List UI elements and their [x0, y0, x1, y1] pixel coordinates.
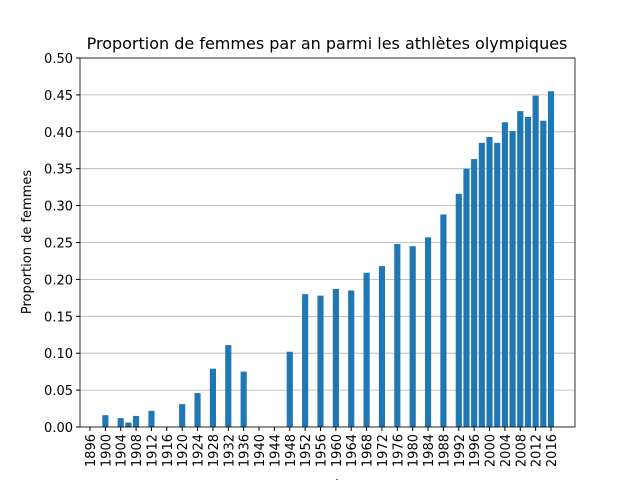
y-tick-label: 0.00	[44, 421, 73, 436]
x-tick-label: 2008	[514, 434, 529, 467]
bar	[494, 142, 501, 427]
x-tick-label: 1924	[192, 434, 207, 467]
y-tick-label: 0.50	[44, 52, 73, 67]
x-tick-label: 1952	[299, 434, 314, 467]
x-tick-label: 1928	[207, 434, 222, 467]
bar	[332, 288, 339, 427]
x-tick-label: 1964	[345, 434, 360, 467]
x-tick-label: 1960	[330, 434, 345, 467]
y-tick-label: 0.10	[44, 347, 73, 362]
x-tick-label: 1920	[176, 434, 191, 467]
y-tick-label: 0.40	[44, 126, 73, 141]
x-tick-label: 1896	[84, 434, 99, 467]
bar	[194, 393, 201, 427]
y-tick-label: 0.35	[44, 163, 73, 178]
bar	[424, 237, 432, 427]
y-tick-label: 0.15	[44, 310, 73, 325]
bar	[378, 266, 386, 427]
x-tick-label: 1908	[130, 434, 145, 467]
y-tick-label: 0.05	[44, 384, 73, 399]
bar	[363, 272, 370, 427]
x-tick-label: 1904	[115, 434, 130, 467]
bar	[125, 422, 132, 427]
x-tick-label: 1932	[222, 434, 237, 467]
bar	[409, 246, 416, 427]
y-axis-label: Proportion de femmes	[20, 170, 35, 314]
x-tick-label: 1916	[161, 434, 176, 467]
y-tick-label: 0.45	[44, 89, 73, 104]
x-tick-label: 1996	[468, 434, 483, 467]
bar	[394, 243, 401, 427]
x-tick-label: 1936	[238, 434, 253, 467]
bar	[501, 122, 508, 428]
x-tick-label: 1976	[391, 434, 406, 467]
bar	[547, 91, 555, 428]
bar	[471, 159, 478, 427]
y-tick-label: 0.20	[44, 273, 73, 288]
y-tick-label: 0.30	[44, 200, 73, 215]
bar	[133, 415, 140, 427]
bar	[240, 371, 247, 427]
x-tick-label: 1940	[253, 434, 268, 467]
bar	[440, 214, 447, 427]
x-tick-label: 1980	[407, 434, 422, 467]
bar	[455, 193, 462, 427]
x-tick-label: 1984	[422, 434, 437, 467]
y-tick-label: 0.25	[44, 237, 73, 252]
x-tick-label: 1912	[145, 434, 160, 467]
chart-title: Proportion de femmes par an parmi les at…	[87, 34, 568, 53]
x-tick-label: 2000	[484, 434, 499, 467]
x-tick-label: 1944	[268, 434, 283, 467]
x-tick-label: 1956	[314, 434, 329, 467]
bar	[179, 404, 186, 427]
x-tick-label: 2016	[545, 434, 560, 467]
bar	[317, 295, 324, 427]
x-tick-label: 1968	[361, 434, 376, 467]
bar	[348, 290, 355, 427]
x-tick-label: 1900	[99, 434, 114, 467]
bar	[509, 131, 516, 427]
plot-frame	[79, 57, 576, 428]
x-tick-label: 1992	[453, 434, 468, 467]
bar	[302, 294, 309, 427]
bar	[102, 415, 109, 427]
x-tick-label: 2004	[499, 434, 514, 467]
bar	[225, 345, 232, 427]
bar	[148, 410, 155, 427]
bar	[209, 368, 216, 427]
bar	[517, 111, 524, 428]
bar	[286, 351, 293, 427]
bar	[486, 136, 493, 427]
bar	[524, 117, 532, 427]
x-tick-label: 2012	[530, 434, 545, 467]
bar	[463, 168, 470, 427]
bar	[117, 418, 124, 427]
x-tick-label: 1948	[284, 434, 299, 467]
bar	[478, 142, 485, 427]
bar	[540, 120, 547, 427]
x-tick-label: 1988	[437, 434, 452, 467]
x-tick-label: 1972	[376, 434, 391, 467]
bar	[532, 95, 539, 427]
